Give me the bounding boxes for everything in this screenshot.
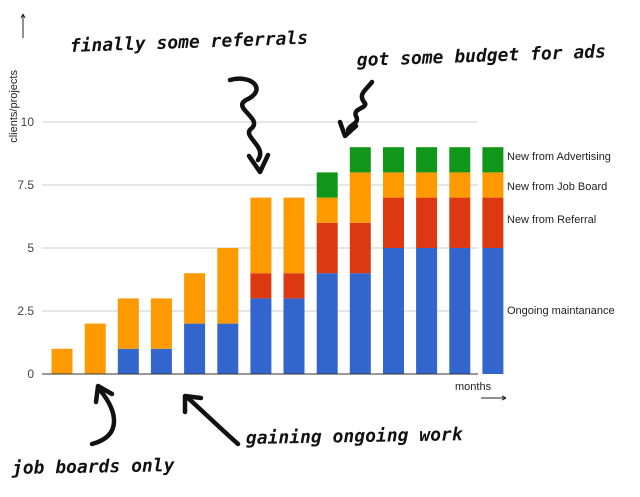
annotation-referrals: finally some referrals — [69, 28, 308, 57]
y-tick-label: 7.5 — [17, 178, 34, 192]
bar-segment — [383, 248, 404, 374]
arrow-ongoing-work-icon — [182, 393, 241, 447]
bar-segment — [250, 273, 272, 299]
bar-segment — [316, 172, 338, 198]
y-axis-label: clients/projects — [8, 70, 20, 143]
bar-segment — [383, 197, 404, 248]
annotation-ongoing: gaining ongoing work — [246, 424, 464, 449]
bar-segment — [117, 348, 139, 374]
y-tick-label: 2.5 — [17, 304, 34, 318]
bar-segment — [283, 298, 305, 374]
bar-segment — [150, 348, 172, 374]
legend-swatch-advertising — [491, 150, 503, 162]
legend-label-ongoing: Ongoing maintanance — [507, 305, 615, 317]
bar-segment — [283, 197, 305, 274]
legend-label-referral: New from Referral — [507, 214, 596, 226]
legend-swatch-job-board — [491, 180, 503, 192]
bar-segment — [416, 197, 438, 248]
squiggle-arrow-referrals-icon — [227, 76, 271, 175]
bar-segment — [316, 197, 338, 223]
bar-segment — [449, 172, 471, 198]
bar-segment — [51, 348, 73, 374]
bar-segment — [383, 147, 404, 173]
legend-swatch-referral — [491, 213, 503, 225]
y-tick-labels: 0 2.5 5 7.5 10 — [17, 115, 34, 381]
annotation-job-boards: job boards only — [11, 455, 176, 479]
y-axis-arrow-icon — [20, 13, 26, 38]
bar-segment — [84, 323, 106, 374]
bar-segment — [150, 298, 172, 349]
bar-segment — [449, 147, 471, 173]
legend-label-advertising: New from Advertising — [507, 151, 611, 163]
arrow-job-boards-icon — [89, 383, 117, 447]
bar-segment — [316, 222, 338, 274]
legend-swatch-ongoing — [491, 304, 503, 316]
bar-segment — [349, 222, 371, 274]
bar-segment — [349, 147, 371, 173]
y-tick-label: 0 — [27, 367, 34, 381]
x-axis-arrow-icon — [481, 395, 507, 401]
bar-segment — [250, 197, 272, 274]
legend-label-job-board: New from Job Board — [507, 181, 607, 193]
squiggle-arrow-ads-icon — [337, 79, 375, 139]
legend: New from Advertising New from Job Board … — [491, 150, 615, 317]
bar-segment — [117, 298, 139, 349]
y-tick-label: 5 — [27, 241, 34, 255]
bar-segment — [349, 172, 371, 223]
y-tick-label: 10 — [21, 115, 35, 129]
bar-segment — [383, 172, 404, 198]
bar-segment — [217, 323, 239, 374]
bars — [51, 147, 504, 374]
bar-segment — [449, 248, 471, 374]
bar-segment — [316, 273, 338, 374]
x-axis-label: months — [455, 381, 492, 393]
bar-segment — [416, 248, 438, 374]
annotation-ads: got some budget for ads — [356, 41, 606, 71]
bar-segment — [449, 197, 471, 248]
bar-segment — [250, 298, 272, 374]
bar-segment — [184, 323, 206, 374]
bar-segment — [283, 273, 305, 299]
bar-segment — [416, 172, 438, 198]
bar-segment — [184, 273, 206, 324]
bar-segment — [217, 248, 239, 324]
bar-segment — [416, 147, 438, 173]
bar-segment — [349, 273, 371, 374]
